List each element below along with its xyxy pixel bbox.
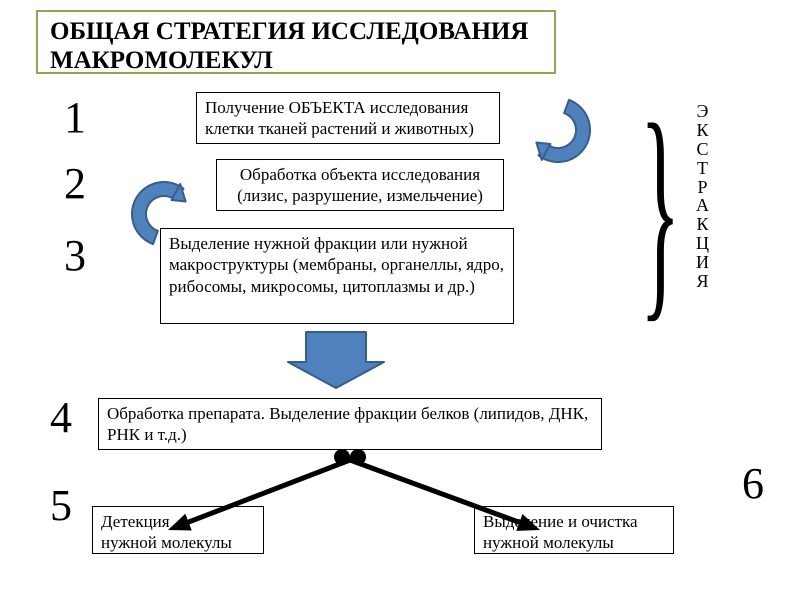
step-number-2: 2 [64,162,86,206]
step-box-2: Обработка объекта исследования (лизис, р… [216,159,504,211]
step-box-1: Получение ОБЪЕКТА исследования клетки тк… [196,92,500,144]
diagram-canvas: ОБЩАЯ СТРАТЕГИЯ ИССЛЕДОВАНИЯ МАКРОМОЛЕКУ… [0,0,800,600]
step-box-3: Выделение нужной фракции или нужной макр… [160,228,514,324]
extraction-label: ЭКСТРАКЦИЯ [696,102,709,291]
split-junction-dot [334,449,350,465]
title-frame: ОБЩАЯ СТРАТЕГИЯ ИССЛЕДОВАНИЯ МАКРОМОЛЕКУ… [36,10,556,74]
step-number-6: 6 [742,462,764,506]
split-junction-dot [350,449,366,465]
step-box-6: Выделение и очистка нужной молекулы [474,506,674,554]
step-number-3: 3 [64,234,86,278]
title-text: ОБЩАЯ СТРАТЕГИЯ ИССЛЕДОВАНИЯ МАКРОМОЛЕКУ… [50,18,542,76]
step-number-1: 1 [64,96,86,140]
brace-icon: } [640,88,680,328]
step-box-5: Детекциянужной молекулы [92,506,264,554]
step-number-4: 4 [50,396,72,440]
step-box-4: Обработка препарата. Выделение фракции б… [98,398,602,450]
step-number-5: 5 [50,484,72,528]
